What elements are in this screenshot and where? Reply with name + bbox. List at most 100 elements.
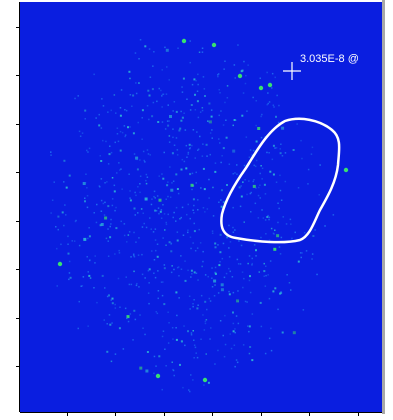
left-tick	[16, 27, 20, 28]
speckle	[95, 117, 97, 119]
speckle	[222, 207, 224, 209]
speckle	[187, 231, 189, 234]
speckle	[182, 234, 185, 236]
speckle	[244, 300, 247, 303]
speckle	[160, 217, 163, 219]
speckle	[296, 123, 298, 125]
speckle	[190, 183, 194, 187]
speckle	[214, 363, 216, 365]
speckle	[279, 174, 281, 177]
speckle	[221, 189, 223, 192]
speckle	[56, 247, 58, 250]
speckle	[202, 260, 204, 263]
speckle	[279, 189, 282, 192]
speckle	[165, 365, 167, 367]
speckle	[232, 311, 234, 314]
speckle	[300, 256, 302, 259]
speckle	[234, 328, 236, 330]
speckle	[220, 205, 223, 208]
speckle	[114, 141, 116, 144]
speckle	[96, 301, 98, 304]
cursor-value-readout: 3.035E-8 @	[300, 53, 359, 65]
speckle	[278, 246, 281, 248]
speckle	[85, 173, 87, 175]
speckle	[68, 278, 70, 281]
speckle	[128, 231, 131, 233]
speckle	[190, 374, 192, 376]
speckle	[291, 237, 293, 240]
speckle	[189, 109, 192, 111]
speckle	[134, 191, 136, 194]
speckle	[106, 181, 108, 183]
speckle	[207, 275, 209, 278]
speckle	[232, 124, 234, 127]
bright-speckle	[57, 261, 63, 267]
speckle	[176, 154, 179, 156]
speckle	[108, 294, 110, 297]
speckle	[184, 260, 186, 262]
speckle	[145, 369, 149, 373]
speckle	[240, 244, 243, 247]
speckle	[161, 106, 163, 108]
speckle	[132, 132, 135, 135]
speckle	[253, 179, 255, 181]
speckle	[84, 109, 87, 112]
speckle	[147, 292, 150, 294]
speckle	[263, 183, 266, 186]
speckle	[186, 156, 188, 158]
speckle	[74, 220, 77, 223]
speckle	[223, 276, 226, 279]
speckle	[248, 325, 251, 328]
speckle	[301, 157, 303, 160]
speckle	[222, 334, 224, 337]
speckle	[84, 118, 86, 120]
speckle	[64, 204, 66, 206]
speckle	[217, 244, 219, 246]
speckle	[110, 299, 112, 301]
speckle	[274, 76, 276, 79]
speckle	[274, 229, 276, 231]
speckle	[142, 212, 144, 214]
speckle	[50, 212, 52, 214]
speckle	[248, 330, 250, 333]
speckle	[154, 209, 157, 212]
speckle-layer	[50, 38, 349, 393]
speckle	[265, 233, 267, 235]
speckle	[203, 188, 206, 191]
speckle	[252, 149, 255, 152]
speckle	[161, 335, 164, 338]
speckle	[189, 236, 192, 238]
speckle	[86, 149, 88, 152]
bright-speckle	[258, 85, 264, 91]
speckle	[197, 116, 200, 119]
speckle	[232, 206, 234, 209]
speckle	[191, 188, 193, 191]
speckle	[83, 237, 87, 241]
speckle	[228, 163, 231, 165]
speckle	[266, 103, 268, 106]
speckle	[137, 254, 140, 256]
speckle	[193, 299, 195, 301]
speckle	[118, 162, 120, 164]
speckle	[61, 211, 64, 214]
speckle	[251, 359, 254, 362]
speckle	[107, 240, 109, 242]
speckle	[143, 222, 145, 225]
speckle	[206, 155, 208, 157]
speckle	[175, 206, 178, 209]
speckle	[100, 178, 103, 180]
speckle	[246, 193, 248, 196]
speckle	[171, 327, 174, 329]
speckle	[301, 252, 303, 254]
speckle	[272, 104, 275, 106]
speckle	[241, 114, 244, 117]
speckle	[204, 300, 207, 303]
speckle	[141, 117, 143, 119]
speckle	[251, 313, 254, 315]
speckle	[303, 232, 306, 234]
speckle	[167, 195, 169, 198]
speckle	[299, 252, 302, 254]
speckle	[236, 164, 238, 166]
speckle	[86, 195, 89, 197]
